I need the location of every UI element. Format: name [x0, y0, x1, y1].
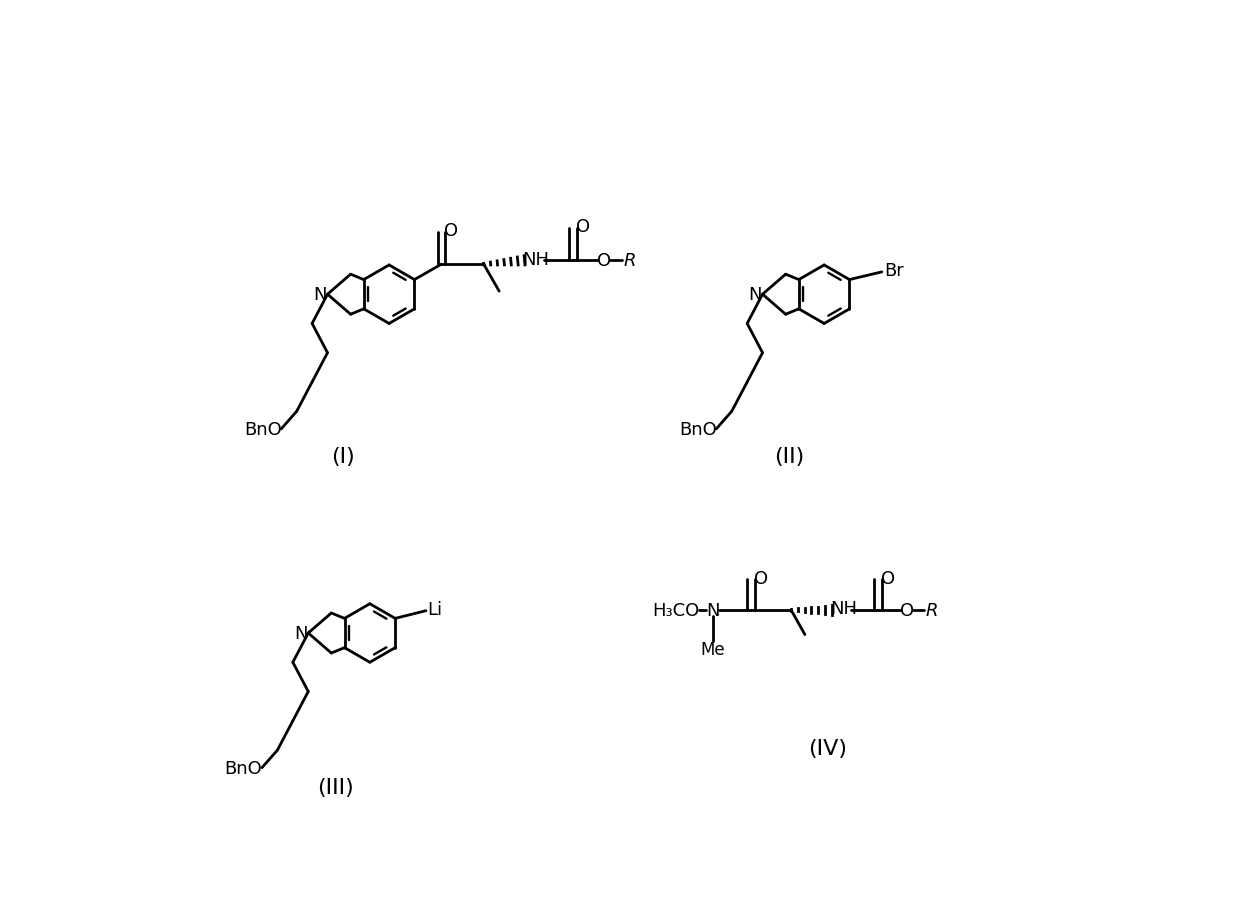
Text: BnO: BnO — [244, 420, 281, 438]
Text: N: N — [706, 601, 719, 619]
Text: R: R — [926, 601, 939, 619]
Text: (III): (III) — [317, 777, 353, 797]
Text: BnO: BnO — [224, 759, 263, 777]
Text: O: O — [596, 252, 611, 270]
Text: N: N — [312, 286, 326, 304]
Text: N: N — [294, 624, 308, 642]
Text: O: O — [754, 569, 768, 587]
Text: Li: Li — [428, 600, 443, 618]
Text: Br: Br — [884, 262, 904, 280]
Text: O: O — [900, 601, 914, 619]
Text: (I): (I) — [331, 447, 355, 466]
Text: O: O — [880, 569, 895, 587]
Text: N: N — [748, 286, 761, 304]
Text: R: R — [624, 252, 636, 270]
Text: BnO: BnO — [680, 420, 717, 438]
Text: (IV): (IV) — [808, 739, 847, 759]
Text: NH: NH — [830, 600, 857, 618]
Text: Me: Me — [701, 641, 725, 658]
Text: H₃CO: H₃CO — [652, 601, 699, 619]
Text: O: O — [444, 222, 459, 240]
Text: O: O — [577, 218, 590, 236]
Text: NH: NH — [522, 251, 549, 268]
Text: (II): (II) — [774, 447, 805, 466]
